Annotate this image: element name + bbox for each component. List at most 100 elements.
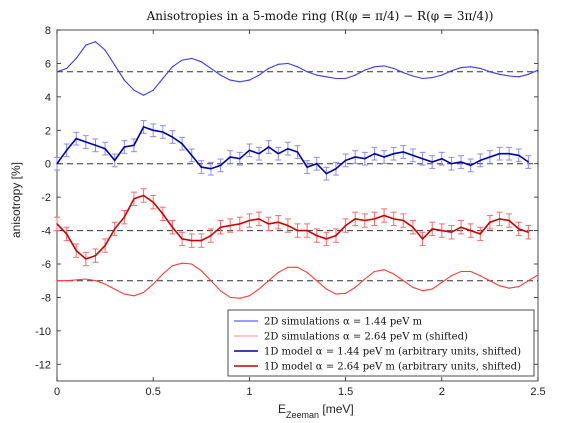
data-point	[152, 283, 154, 285]
data-point	[133, 89, 135, 91]
data-point	[152, 89, 154, 91]
data-point	[450, 231, 453, 233]
y-tick-label: -2	[41, 192, 51, 204]
series-2	[56, 262, 539, 299]
series-3	[54, 120, 532, 181]
data-point	[200, 166, 202, 168]
y-tick-label: -4	[41, 226, 51, 238]
data-point	[527, 73, 529, 75]
data-point	[181, 238, 183, 240]
data-point	[114, 288, 116, 290]
data-point	[287, 62, 289, 65]
data-point	[498, 285, 501, 287]
data-point	[383, 269, 385, 271]
data-point	[219, 290, 222, 292]
data-point	[383, 214, 385, 217]
y-tick-label: 6	[45, 58, 51, 70]
data-point	[354, 286, 356, 288]
data-point	[527, 161, 529, 163]
data-point	[460, 270, 462, 273]
data-point	[354, 74, 356, 76]
data-point	[248, 295, 250, 297]
data-point	[277, 153, 279, 155]
data-point	[85, 258, 87, 260]
data-point	[325, 238, 327, 240]
data-point	[94, 255, 97, 257]
data-point	[412, 226, 414, 228]
data-point	[277, 63, 279, 65]
data-point	[402, 280, 404, 282]
x-tick-label: 1	[246, 386, 252, 398]
data-point	[219, 164, 222, 166]
data-point	[373, 66, 376, 68]
data-point	[537, 69, 539, 71]
data-point	[94, 41, 97, 43]
data-point	[56, 163, 58, 165]
data-point	[142, 194, 145, 197]
data-point	[210, 67, 212, 70]
data-point	[123, 216, 125, 218]
data-point	[421, 290, 424, 292]
y-tick-label: -12	[35, 359, 51, 371]
data-point	[431, 161, 433, 163]
data-point	[527, 280, 529, 282]
data-point	[210, 234, 212, 237]
data-point	[489, 71, 491, 73]
data-point	[373, 153, 376, 155]
data-point	[104, 283, 106, 285]
x-tick-label: 0.5	[146, 386, 161, 398]
data-point	[412, 286, 414, 288]
data-point	[181, 143, 183, 145]
data-point	[85, 278, 87, 280]
data-point	[287, 148, 289, 150]
data-point	[239, 297, 241, 299]
data-point	[142, 126, 145, 128]
data-point	[191, 57, 193, 60]
data-point	[412, 75, 414, 77]
axes-frame	[56, 29, 539, 382]
data-point	[268, 280, 270, 282]
data-point	[200, 61, 202, 63]
series-4	[54, 188, 532, 267]
data-point	[508, 219, 510, 222]
data-point	[277, 221, 279, 223]
data-point	[296, 151, 299, 153]
data-point	[335, 234, 337, 237]
data-point	[498, 218, 501, 220]
data-point	[191, 263, 193, 265]
data-point	[335, 77, 337, 80]
data-point	[364, 219, 366, 222]
data-point	[104, 49, 106, 51]
data-point	[191, 240, 193, 242]
data-point	[431, 77, 433, 79]
legend-box	[227, 309, 535, 377]
data-point	[296, 266, 299, 268]
data-point	[345, 77, 347, 80]
data-point	[152, 129, 154, 131]
data-point	[325, 288, 327, 290]
data-point	[123, 293, 125, 295]
data-point	[142, 94, 145, 96]
data-point	[56, 280, 58, 282]
data-point	[94, 280, 97, 282]
data-point	[402, 151, 404, 153]
y-tick-label: 0	[45, 159, 51, 171]
data-point	[56, 71, 58, 73]
data-point	[364, 69, 366, 71]
data-point	[316, 74, 318, 76]
data-point	[306, 166, 308, 168]
data-point	[335, 168, 337, 170]
legend-label: 2D simulations α = 1.44 peV m	[264, 317, 423, 328]
data-point	[373, 218, 376, 220]
data-point	[527, 231, 529, 233]
data-point	[518, 228, 520, 230]
x-axis-label-main: E	[278, 402, 286, 416]
data-point	[75, 57, 77, 60]
data-point	[431, 288, 433, 290]
data-point	[171, 66, 174, 68]
data-point	[508, 153, 510, 155]
data-point	[229, 79, 231, 81]
data-point	[441, 229, 443, 232]
data-point	[489, 280, 491, 282]
x-tick-label: 2	[439, 386, 445, 398]
